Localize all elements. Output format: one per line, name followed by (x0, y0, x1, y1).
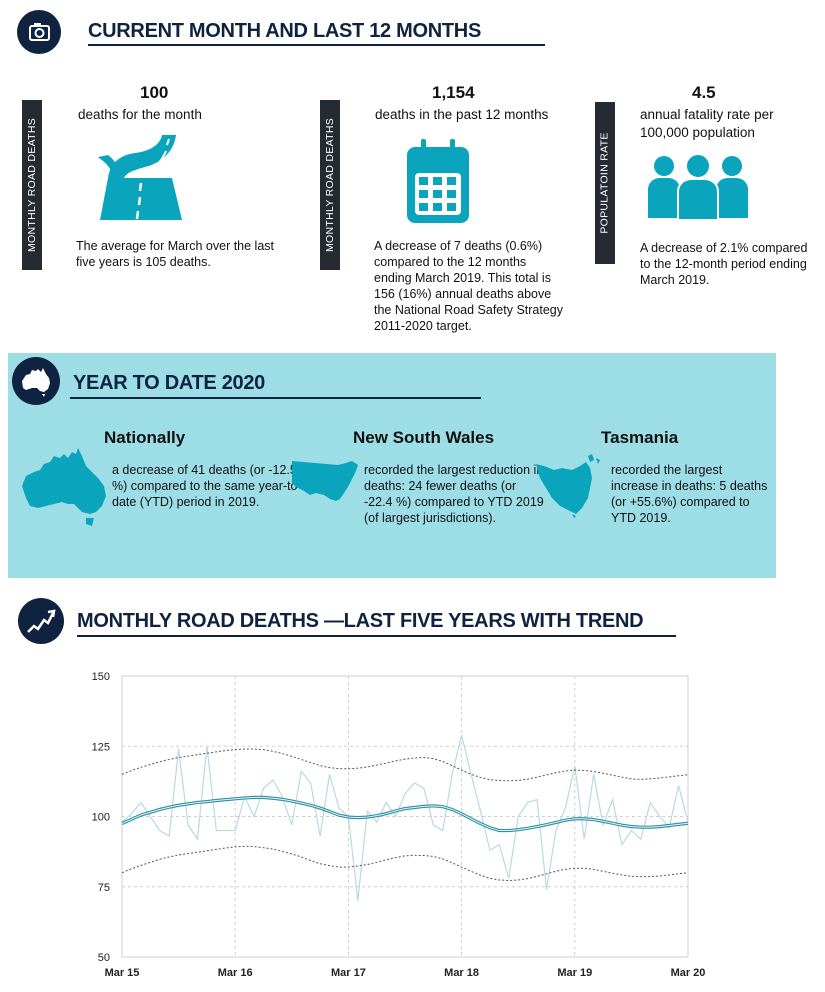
card2-tab: MONTHLY ROAD DEATHS (320, 100, 340, 270)
people-icon (648, 153, 748, 221)
region1-description: a decrease of 41 deaths (or -12.5 %) com… (112, 463, 302, 509)
x-tick-label: Mar 17 (331, 967, 366, 979)
card3-value: 4.5 (692, 83, 716, 102)
tasmania-map-icon (536, 454, 600, 518)
nsw-map-icon (292, 461, 358, 501)
region2-name: New South Wales (353, 428, 495, 447)
region3-name: Tasmania (601, 428, 679, 447)
y-tick-label: 125 (92, 741, 110, 753)
card3-description: A decrease of 2.1% compared to the 12-mo… (640, 241, 808, 287)
trend-series-highlight (121, 796, 689, 832)
monthly-series-line (121, 734, 689, 901)
section3-title: MONTHLY ROAD DEATHS —LAST FIVE YEARS WIT… (77, 610, 644, 632)
card1-value: 100 (140, 83, 169, 102)
card2-subtitle: deaths in the past 12 months (375, 107, 549, 122)
card1-subtitle: deaths for the month (78, 107, 202, 122)
section2-icon-circle (12, 357, 60, 405)
section3-underline (77, 635, 676, 637)
y-tick-label: 100 (92, 812, 110, 824)
y-tick-label: 75 (98, 882, 110, 894)
section1-icon-circle (17, 10, 61, 54)
y-tick-label: 50 (98, 952, 110, 964)
calendar-icon (407, 139, 469, 223)
x-tick-label: Mar 18 (444, 967, 479, 979)
card2-description: A decrease of 7 deaths (0.6%) compared t… (374, 239, 564, 333)
section1-title: CURRENT MONTH AND LAST 12 MONTHS (88, 20, 481, 42)
camera-icon (29, 23, 50, 41)
x-tick-label: Mar 16 (218, 967, 253, 979)
section2-underline (70, 397, 481, 399)
section2-title: YEAR TO DATE 2020 (73, 372, 265, 394)
ytd-band (8, 353, 776, 578)
card1-description: The average for March over the last five… (76, 239, 275, 269)
x-tick-label: Mar 19 (557, 967, 592, 979)
x-tick-label: Mar 20 (671, 967, 706, 979)
x-tick-label: Mar 15 (105, 967, 140, 979)
card2-value: 1,154 (432, 83, 475, 102)
road-icon (98, 135, 182, 220)
upper-series-line (121, 748, 689, 782)
section3-icon-circle (18, 598, 64, 644)
region2-description: recorded the largest reduction in deaths… (364, 463, 544, 525)
region3-description: recorded the largest increase in deaths:… (611, 463, 768, 525)
australia-map-icon (22, 448, 106, 526)
section1-underline (88, 44, 545, 46)
region1-name: Nationally (104, 428, 186, 447)
card1-tab: MONTHLY ROAD DEATHS (22, 100, 42, 270)
australia-icon (22, 368, 50, 397)
trend-chart-icon (27, 609, 56, 633)
lower-series-line (121, 845, 689, 882)
card3-subtitle: annual fatality rate per 100,000 populat… (640, 107, 774, 140)
monthly-deaths-chart: 50 75 100 125 150 Mar 15 Mar 16 Mar 17 Mar 18 Mar… (92, 671, 706, 979)
y-tick-label: 150 (92, 671, 110, 683)
card3-tab: POPULATOIN RATE (595, 102, 615, 264)
